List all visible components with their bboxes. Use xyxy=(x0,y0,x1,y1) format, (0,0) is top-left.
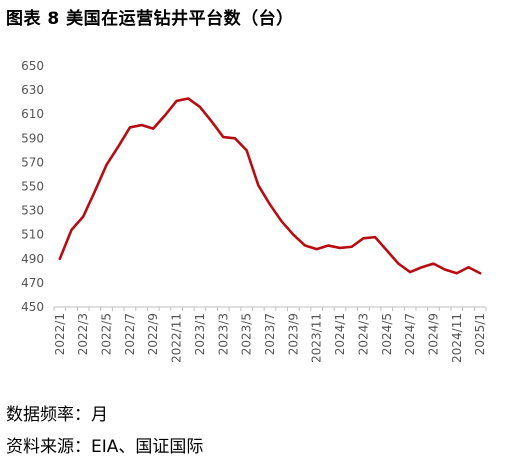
y-tick-label: 450 xyxy=(21,300,44,314)
x-tick-label: 2022/5 xyxy=(100,313,114,355)
y-tick-label: 510 xyxy=(21,228,44,242)
y-axis: 450 470 490 510 530 550 570 590 610 630 650 xyxy=(21,59,44,314)
y-tick-label: 530 xyxy=(21,204,44,218)
y-tick-label: 470 xyxy=(21,276,44,290)
x-tick-label: 2023/11 xyxy=(310,313,324,363)
y-tick-label: 610 xyxy=(21,107,44,121)
y-tick-label: 590 xyxy=(21,131,44,145)
x-tick-label: 2022/1 xyxy=(53,313,67,355)
chart-title: 图表 8 美国在运营钻井平台数（台） xyxy=(6,9,294,29)
x-tick-label: 2024/3 xyxy=(356,313,370,355)
x-tick-label: 2023/5 xyxy=(240,313,254,355)
x-tick-label: 2024/11 xyxy=(450,313,464,363)
series-line xyxy=(58,97,482,275)
y-tick-label: 650 xyxy=(21,59,44,73)
x-axis: 2022/1 2022/3 2022/5 2022/7 2022/9 2022/11 202… xyxy=(53,306,487,363)
x-tick-label: 2023/9 xyxy=(286,313,300,355)
y-tick-label: 550 xyxy=(21,180,44,194)
x-tick-label: 2022/7 xyxy=(123,313,137,355)
data-source-note: 资料来源：EIA、国证国际 xyxy=(6,437,204,457)
x-tick-label: 2023/7 xyxy=(263,313,277,355)
x-tick-label: 2024/5 xyxy=(380,313,394,355)
x-tick-label: 2024/1 xyxy=(333,313,347,355)
line-chart: 450 470 490 510 530 550 570 590 610 630 650 2022/1… xyxy=(21,59,487,363)
x-tick-label: 2025/1 xyxy=(473,313,487,355)
x-tick-label: 2022/11 xyxy=(170,313,184,363)
x-tick-label: 2023/1 xyxy=(193,313,207,355)
data-frequency-note: 数据频率：月 xyxy=(6,405,108,425)
x-tick-label: 2022/3 xyxy=(76,313,90,355)
x-tick-label: 2022/9 xyxy=(146,313,160,355)
y-tick-label: 570 xyxy=(21,155,44,169)
x-tick-label: 2024/9 xyxy=(426,313,440,355)
x-tick-label: 2024/7 xyxy=(403,313,417,355)
y-tick-label: 490 xyxy=(21,252,44,266)
y-tick-label: 630 xyxy=(21,83,44,97)
series-group xyxy=(58,97,482,275)
x-tick-label: 2023/3 xyxy=(216,313,230,355)
